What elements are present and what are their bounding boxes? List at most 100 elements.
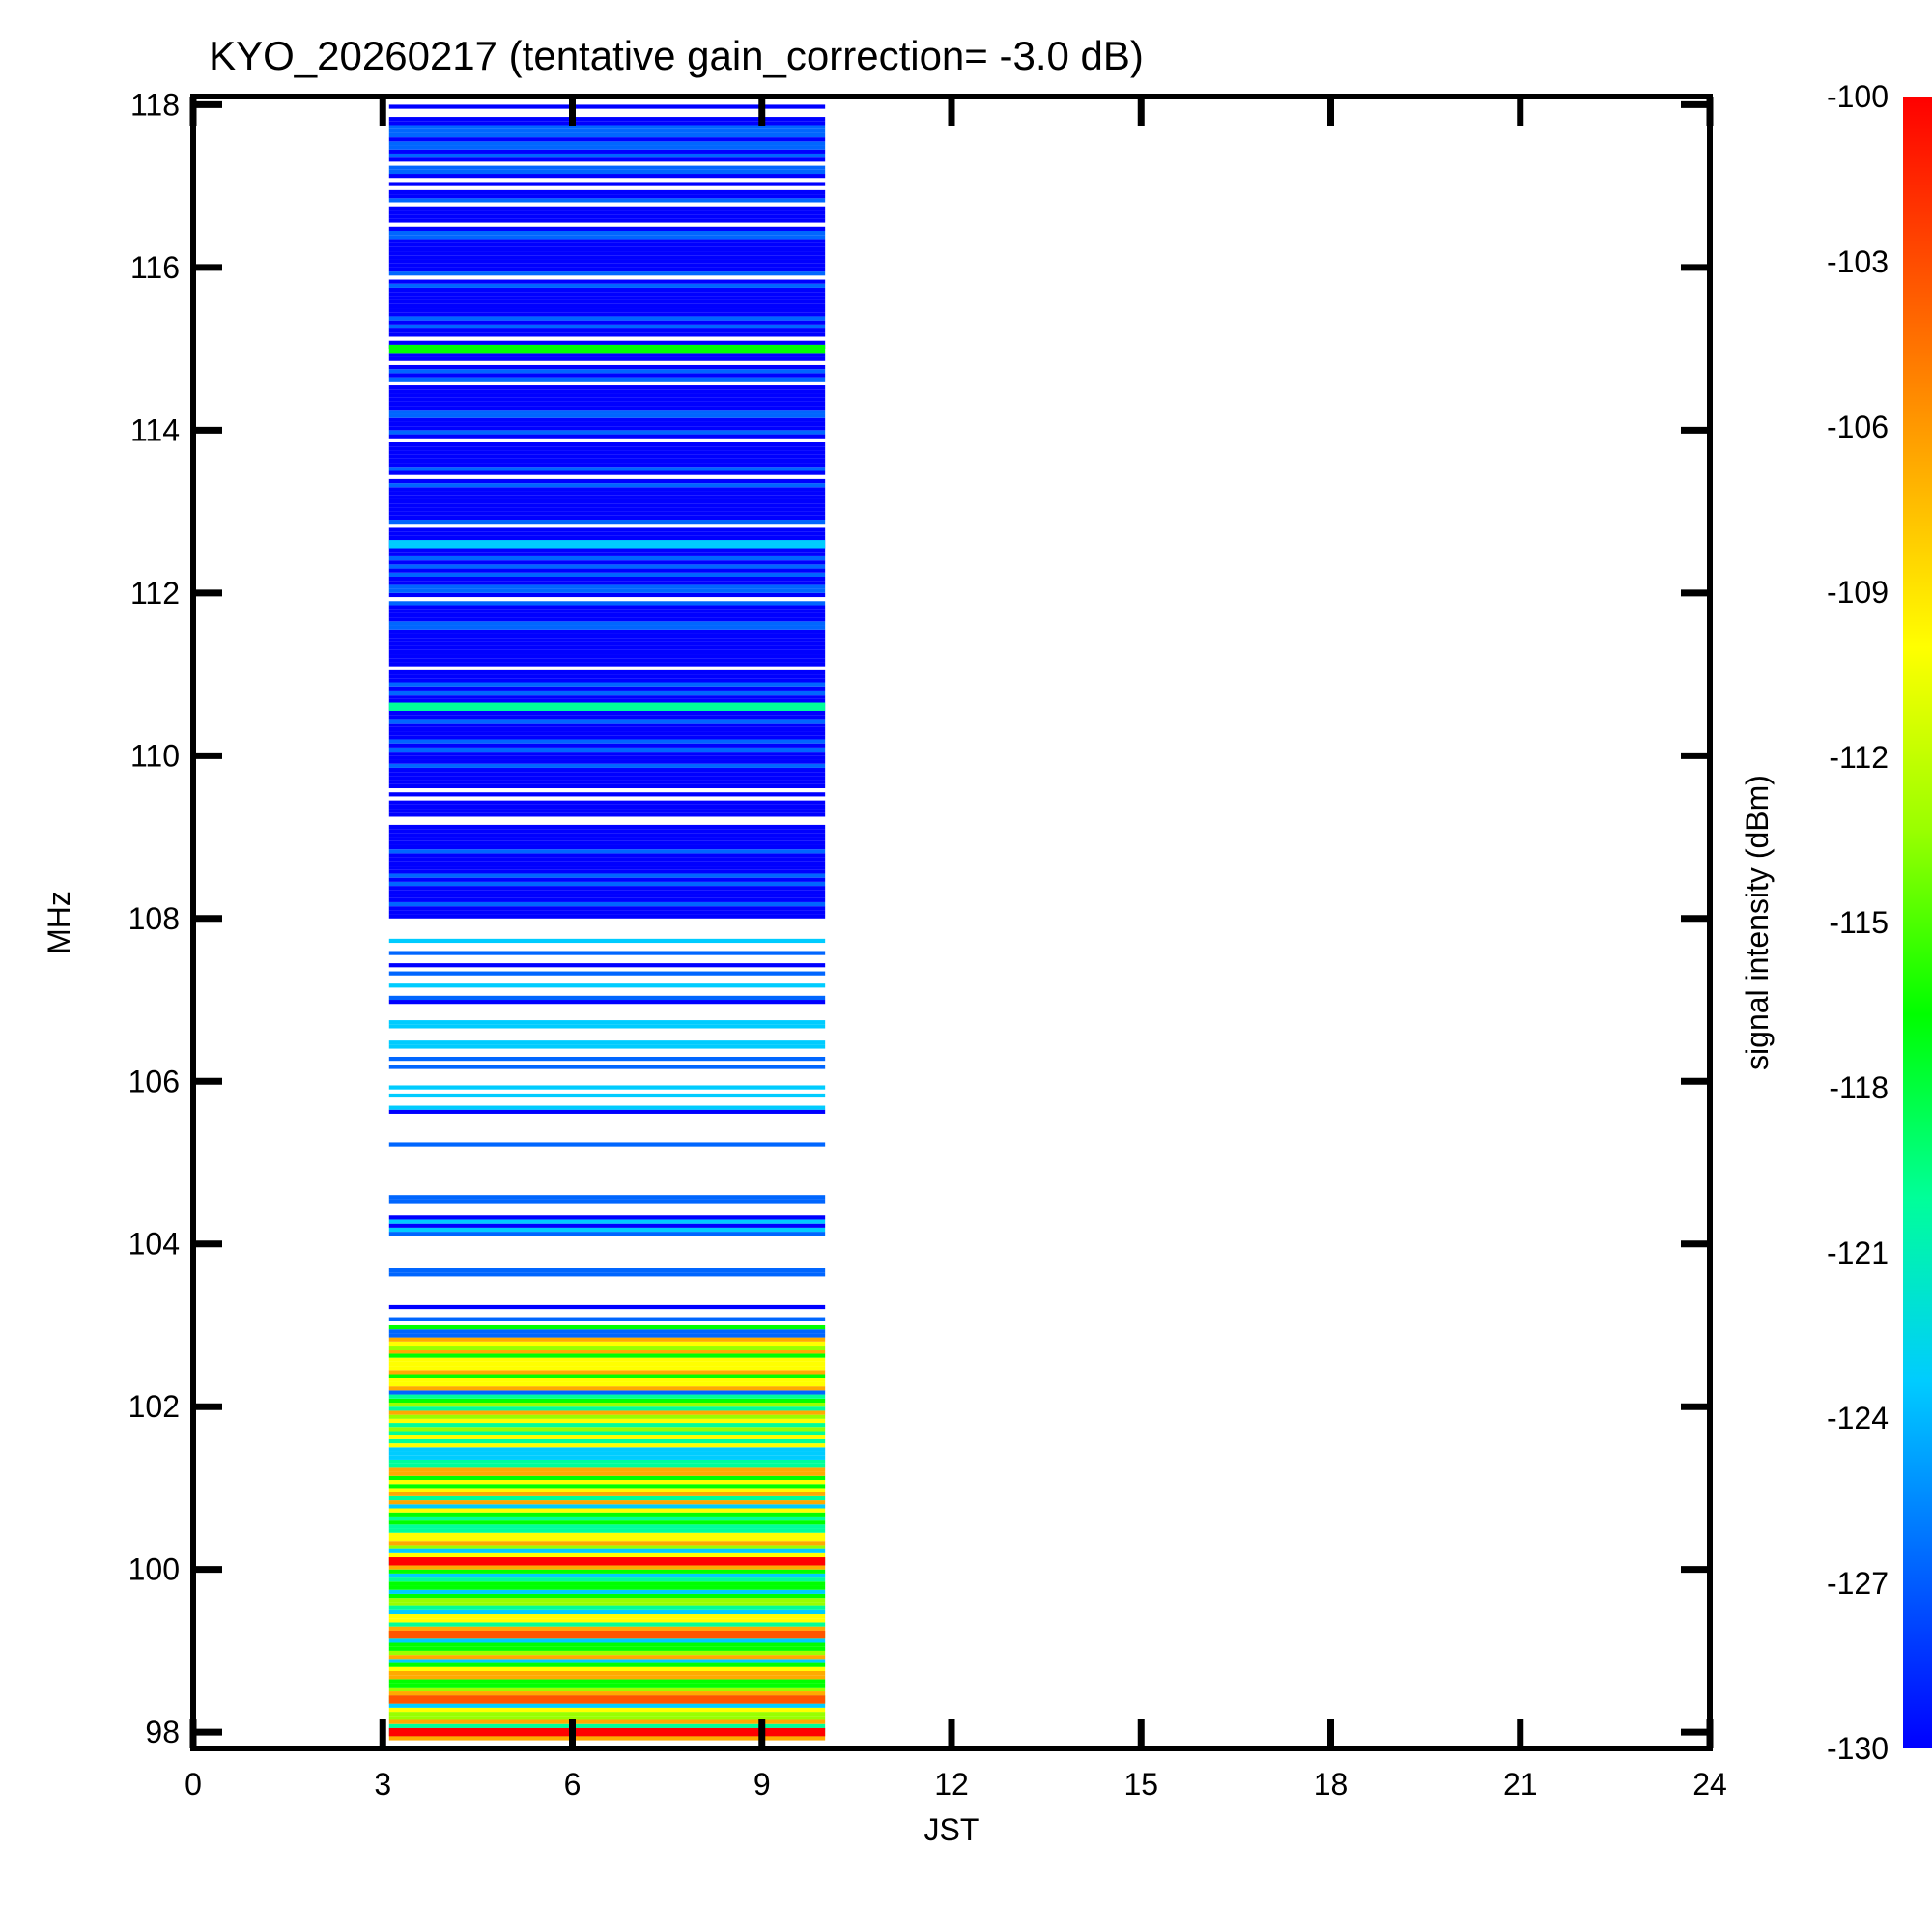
heatmap-cell <box>388 1447 826 1452</box>
heatmap-cell <box>388 649 826 655</box>
y-axis: 98 100 102 104 106 108 110 112 114 116 118 <box>128 87 1710 1749</box>
heatmap-cell <box>388 910 826 915</box>
heatmap-cell <box>388 739 826 744</box>
heatmap-cell <box>388 674 826 679</box>
heatmap-cell <box>388 1573 826 1578</box>
heatmap-cell <box>388 719 826 724</box>
heatmap-cell <box>388 901 826 907</box>
heatmap-cell <box>388 230 826 236</box>
heatmap-cell <box>388 182 826 186</box>
heatmap-cell <box>388 320 826 325</box>
heatmap-cell <box>388 1406 826 1411</box>
colorbar-tick-label: -124 <box>1827 1401 1889 1435</box>
heatmap-cell <box>388 1548 826 1553</box>
heatmap-cell <box>388 198 826 203</box>
heatmap-cell <box>388 495 826 499</box>
heatmap-cell <box>388 1659 826 1663</box>
heatmap-cell <box>388 588 826 593</box>
heatmap-cell <box>388 1459 826 1464</box>
heatmap-cell <box>388 174 826 179</box>
colorbar-tick-label: -115 <box>1829 905 1889 940</box>
heatmap-cell <box>388 507 826 512</box>
heatmap-cell <box>388 1679 826 1684</box>
heatmap-cell <box>388 1512 826 1517</box>
heatmap-cell <box>388 251 826 256</box>
heatmap-cell <box>388 299 826 304</box>
heatmap-cell <box>388 283 826 288</box>
heatmap-cell <box>388 1475 826 1481</box>
heatmap-cell <box>388 149 826 154</box>
heatmap-cell <box>388 308 826 313</box>
y-tick-label: 114 <box>130 412 180 447</box>
heatmap-cell <box>388 695 826 699</box>
heatmap-layer <box>388 104 826 1741</box>
heatmap-cell <box>388 1581 826 1586</box>
heatmap-cell <box>388 629 826 634</box>
heatmap-cell <box>388 1215 826 1220</box>
heatmap-cell <box>388 1374 826 1378</box>
heatmap-cell <box>388 617 826 622</box>
heatmap-cell <box>388 1000 826 1005</box>
heatmap-cell <box>388 316 826 321</box>
heatmap-cell <box>388 1463 826 1468</box>
heatmap-cell <box>388 1337 826 1342</box>
heatmap-cell <box>388 1471 826 1476</box>
heatmap-cell <box>388 609 826 613</box>
heatmap-cell <box>388 535 826 541</box>
heatmap-cell <box>388 1520 826 1525</box>
heatmap-cell <box>388 572 826 577</box>
heatmap-cell <box>388 487 826 492</box>
heatmap-cell <box>388 1703 826 1708</box>
heatmap-cell <box>388 792 826 797</box>
y-tick-label: 110 <box>130 738 180 773</box>
heatmap-cell <box>388 1500 826 1505</box>
heatmap-cell <box>388 1386 826 1391</box>
heatmap-cell <box>388 869 826 874</box>
heatmap-cell <box>388 1223 826 1228</box>
heatmap-cell <box>388 548 826 553</box>
colorbar-tick-label: -127 <box>1827 1566 1889 1601</box>
heatmap-cell <box>388 369 826 374</box>
heatmap-cell <box>388 1480 826 1485</box>
heatmap-cell <box>388 763 826 768</box>
heatmap-cell <box>388 678 826 683</box>
heatmap-cell <box>388 1109 826 1114</box>
heatmap-cell <box>388 1662 826 1667</box>
y-tick-label: 106 <box>128 1064 180 1098</box>
heatmap-cell <box>388 857 826 862</box>
colorbar-tick-label: -103 <box>1827 244 1889 279</box>
heatmap-line <box>388 540 826 549</box>
heatmap-cell <box>388 747 826 753</box>
heatmap-cell <box>388 296 826 300</box>
heatmap-cell <box>388 393 826 398</box>
heatmap-cell <box>388 1040 826 1045</box>
heatmap-cell <box>388 1642 826 1647</box>
y-tick-label: 104 <box>128 1227 180 1262</box>
heatmap-cell <box>388 723 826 727</box>
heatmap-cell <box>388 1666 826 1671</box>
heatmap-cell <box>388 470 826 475</box>
heatmap-cell <box>388 417 826 422</box>
heatmap-cell <box>388 1536 826 1542</box>
heatmap-cell <box>388 1541 826 1546</box>
heatmap-cell <box>388 601 826 606</box>
heatmap-cell <box>388 1691 826 1696</box>
heatmap-cell <box>388 621 826 626</box>
x-tick-label: 24 <box>1692 1767 1727 1802</box>
y-tick-label: 118 <box>130 87 180 122</box>
heatmap-cell <box>388 1655 826 1660</box>
heatmap-cell <box>388 1268 826 1273</box>
y-tick-label: 108 <box>128 901 180 936</box>
heatmap-cell <box>388 1329 826 1334</box>
heatmap-cell <box>388 145 826 150</box>
heatmap-cell <box>388 1366 826 1371</box>
heatmap-cell <box>388 226 826 231</box>
heatmap-cell <box>388 698 826 703</box>
heatmap-cell <box>388 772 826 777</box>
x-axis: 0 3 6 9 12 15 18 21 24 <box>185 97 1727 1802</box>
heatmap-cell <box>388 584 826 589</box>
y-axis-title: MHz <box>42 891 76 954</box>
heatmap-cell <box>388 141 826 146</box>
heatmap-cell <box>388 1227 826 1233</box>
